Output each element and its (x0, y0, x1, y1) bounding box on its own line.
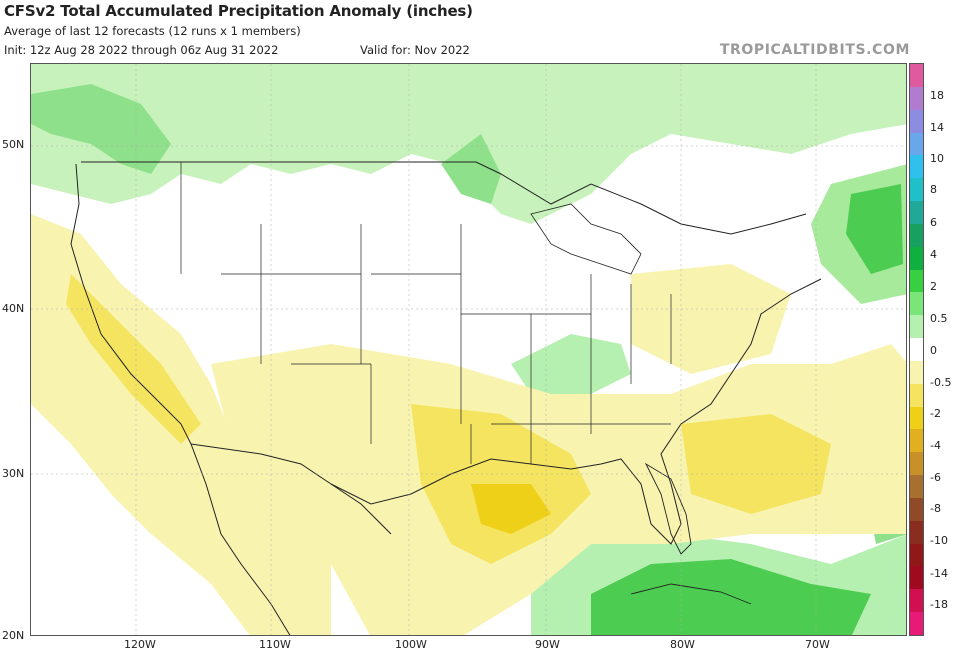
valid-time: Valid for: Nov 2022 (360, 43, 470, 57)
anomaly-map (30, 63, 907, 636)
init-time: Init: 12z Aug 28 2022 through 06z Aug 31… (4, 43, 279, 57)
colorbar-label: 0.5 (930, 312, 948, 325)
gulf-coastline (330, 278, 822, 545)
colorbar-label: 18 (930, 89, 944, 102)
cuba (630, 583, 752, 605)
colorbar-label: -6 (930, 471, 941, 484)
florida-peninsula (644, 462, 692, 555)
lat-label-50n: 50N (2, 138, 25, 151)
colorbar-segment (910, 338, 923, 362)
lon-label-70w: 70W (805, 638, 830, 651)
colorbar-segment (910, 109, 923, 133)
colorbar (909, 63, 924, 636)
green-anomaly-core-plains (441, 134, 501, 204)
green-anomaly-ohio-valley (511, 334, 631, 394)
colorbar-label: 4 (930, 248, 937, 261)
colorbar-segment (910, 406, 923, 430)
colorbar-segment (910, 429, 923, 453)
brand-watermark: TROPICALTIDBITS.COM (719, 42, 910, 58)
green-anomaly-caribbean-core (591, 559, 871, 635)
map-title: CFSv2 Total Accumulated Precipitation An… (4, 2, 473, 20)
state-lines (180, 162, 672, 464)
colorbar-label: 2 (930, 280, 937, 293)
colorbar-segment (910, 269, 923, 293)
colorbar-label: -14 (930, 567, 948, 580)
colorbar-segment (910, 383, 923, 408)
colorbar-segment (910, 178, 923, 202)
yellow-anomaly-ca-core (66, 274, 201, 444)
lon-label-80w: 80W (670, 638, 695, 651)
yellow-anomaly-gulf-deep (471, 484, 551, 534)
colorbar-segment (910, 497, 923, 522)
graticule (31, 64, 906, 635)
colorbar-label: 0 (930, 344, 937, 357)
colorbar-label: -10 (930, 534, 948, 547)
colorbar-segment (910, 201, 923, 225)
lon-label-100w: 100W (395, 638, 427, 651)
lat-label-30n: 30N (2, 467, 25, 480)
colorbar-segment (910, 132, 923, 156)
us-canada-border (81, 161, 807, 235)
colorbar-segment (910, 64, 923, 88)
green-anomaly-ne-core (846, 184, 903, 274)
colorbar-label: 6 (930, 216, 937, 229)
colorbar-label: -18 (930, 598, 948, 611)
map-subtitle: Average of last 12 forecasts (12 runs x … (4, 24, 301, 38)
lat-label-20n: 20N (2, 629, 25, 642)
colorbar-label: -2 (930, 407, 941, 420)
colorbar-label: 14 (930, 121, 944, 134)
lon-label-120w: 120W (124, 638, 156, 651)
colorbar-label: 10 (930, 152, 944, 165)
lon-label-110w: 110W (259, 638, 291, 651)
colorbar-label: -8 (930, 502, 941, 515)
colorbar-segment (910, 86, 923, 111)
lon-label-90w: 90W (535, 638, 560, 651)
colorbar-segment (910, 589, 923, 613)
west-coastline (70, 163, 291, 635)
colorbar-segment (910, 292, 923, 316)
colorbar-segment (910, 155, 923, 179)
lat-label-40n: 40N (2, 302, 25, 315)
colorbar-label: -4 (930, 439, 941, 452)
map-canvas (31, 64, 906, 635)
great-lakes (530, 203, 642, 275)
colorbar-segment (910, 612, 923, 636)
colorbar-segment (910, 246, 923, 271)
colorbar-segment (910, 543, 923, 567)
colorbar-label: -0.5 (930, 376, 952, 389)
colorbar-segment (910, 452, 923, 476)
colorbar-segment (910, 315, 923, 339)
colorbar-segment (910, 520, 923, 545)
yellow-anomaly-atlantic-core (681, 414, 831, 514)
colorbar-segment (910, 360, 923, 385)
colorbar-segment (910, 475, 923, 499)
colorbar-segment (910, 566, 923, 590)
green-anomaly-core-nw (31, 84, 171, 174)
colorbar-label: 8 (930, 183, 937, 196)
colorbar-segment (910, 223, 923, 248)
